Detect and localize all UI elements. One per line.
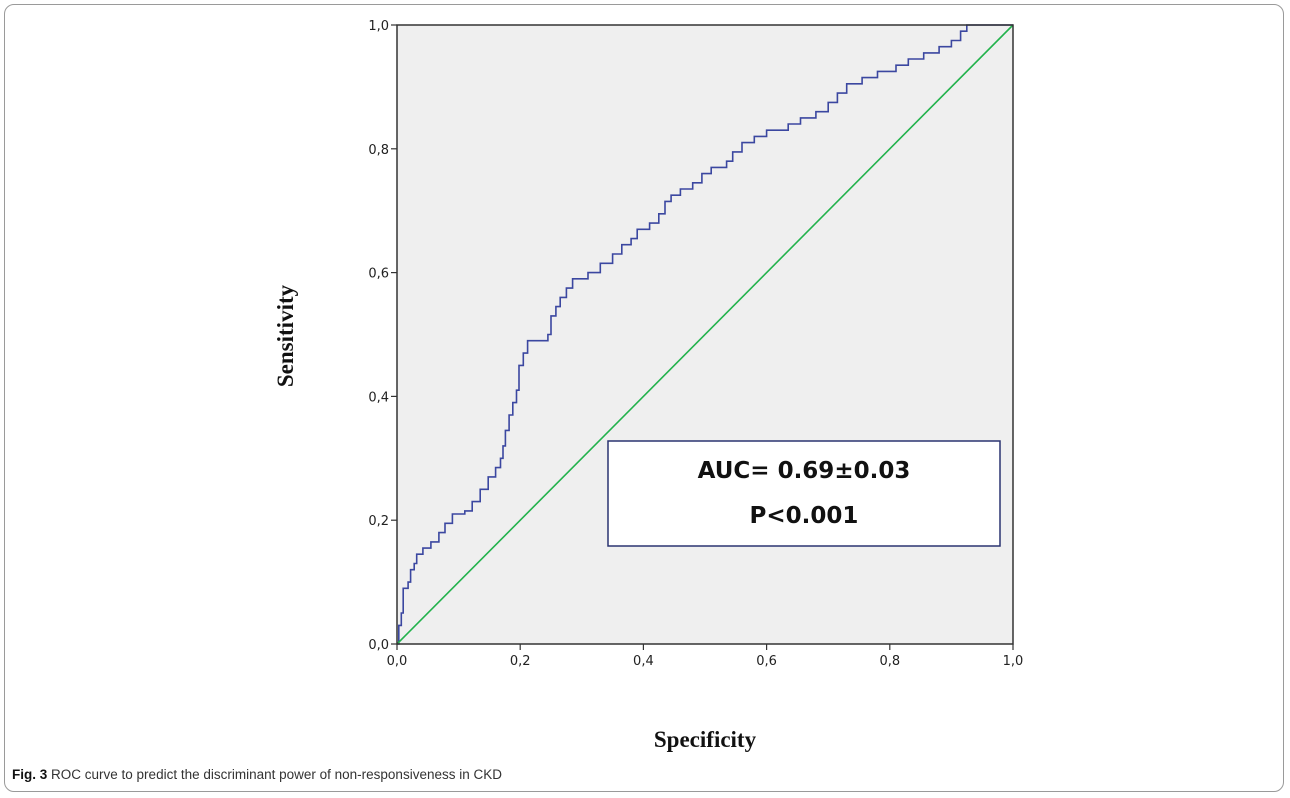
y-tick-label: 0,6 [368,267,389,282]
p-value-label: P<0.001 [750,503,859,529]
caption-label: Fig. 3 [12,767,48,782]
x-tick-label: 1,0 [1003,654,1024,669]
plot-border [396,24,1014,645]
x-tick-label: 0,2 [510,654,531,669]
auc-label: AUC= 0.69±0.03 [698,458,911,484]
x-tick-label: 0,4 [633,654,654,669]
x-axis-title: Specificity [654,727,757,752]
roc-curve-line [397,24,1013,645]
reference-diagonal-line [396,24,1014,645]
figure-caption: Fig. 3 ROC curve to predict the discrimi… [12,767,1272,782]
annotation-box: AUC= 0.69±0.03 P<0.001 [607,440,1001,547]
x-tick-label: 0,6 [756,654,777,669]
y-tick-label: 1,0 [368,19,389,34]
x-tick-label: 0,8 [879,654,900,669]
y-tick-label: 0,8 [368,143,389,158]
x-tick-label: 0,0 [387,654,408,669]
y-tick-label: 0,2 [368,514,389,529]
y-tick-label: 0,0 [368,638,389,653]
y-tick-label: 0,4 [368,390,389,405]
y-axis-title: Sensitivity [273,284,298,387]
caption-text: ROC curve to predict the discriminant po… [51,767,502,782]
